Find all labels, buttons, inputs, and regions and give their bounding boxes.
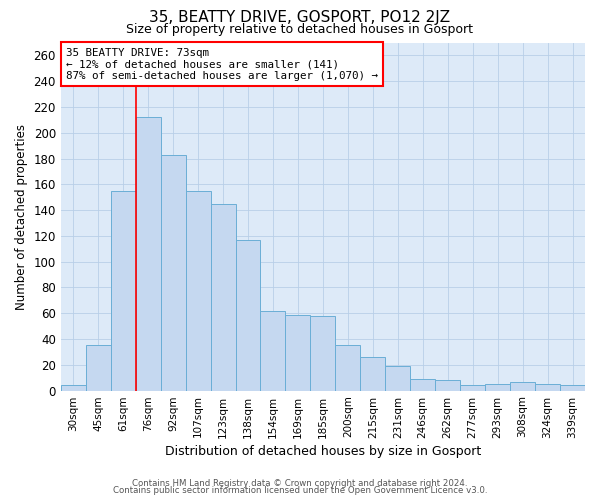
Bar	[260, 310, 286, 390]
Bar	[410, 379, 435, 390]
Bar	[86, 346, 111, 391]
Bar	[435, 380, 460, 390]
Text: 35 BEATTY DRIVE: 73sqm
← 12% of detached houses are smaller (141)
87% of semi-de: 35 BEATTY DRIVE: 73sqm ← 12% of detached…	[66, 48, 378, 81]
Bar	[335, 346, 361, 391]
Bar	[310, 316, 335, 390]
Bar	[185, 191, 211, 390]
Bar	[161, 154, 185, 390]
Text: Size of property relative to detached houses in Gosport: Size of property relative to detached ho…	[127, 22, 473, 36]
Bar	[510, 382, 535, 390]
Bar	[361, 357, 385, 390]
Y-axis label: Number of detached properties: Number of detached properties	[15, 124, 28, 310]
Bar	[535, 384, 560, 390]
Bar	[460, 386, 485, 390]
Bar	[236, 240, 260, 390]
Bar	[385, 366, 410, 390]
Bar	[211, 204, 236, 390]
Text: Contains HM Land Registry data © Crown copyright and database right 2024.: Contains HM Land Registry data © Crown c…	[132, 478, 468, 488]
Bar	[286, 314, 310, 390]
Text: 35, BEATTY DRIVE, GOSPORT, PO12 2JZ: 35, BEATTY DRIVE, GOSPORT, PO12 2JZ	[149, 10, 451, 25]
Bar	[485, 384, 510, 390]
Bar	[61, 386, 86, 390]
X-axis label: Distribution of detached houses by size in Gosport: Distribution of detached houses by size …	[165, 444, 481, 458]
Bar	[111, 191, 136, 390]
Bar	[136, 118, 161, 390]
Text: Contains public sector information licensed under the Open Government Licence v3: Contains public sector information licen…	[113, 486, 487, 495]
Bar	[560, 386, 585, 390]
